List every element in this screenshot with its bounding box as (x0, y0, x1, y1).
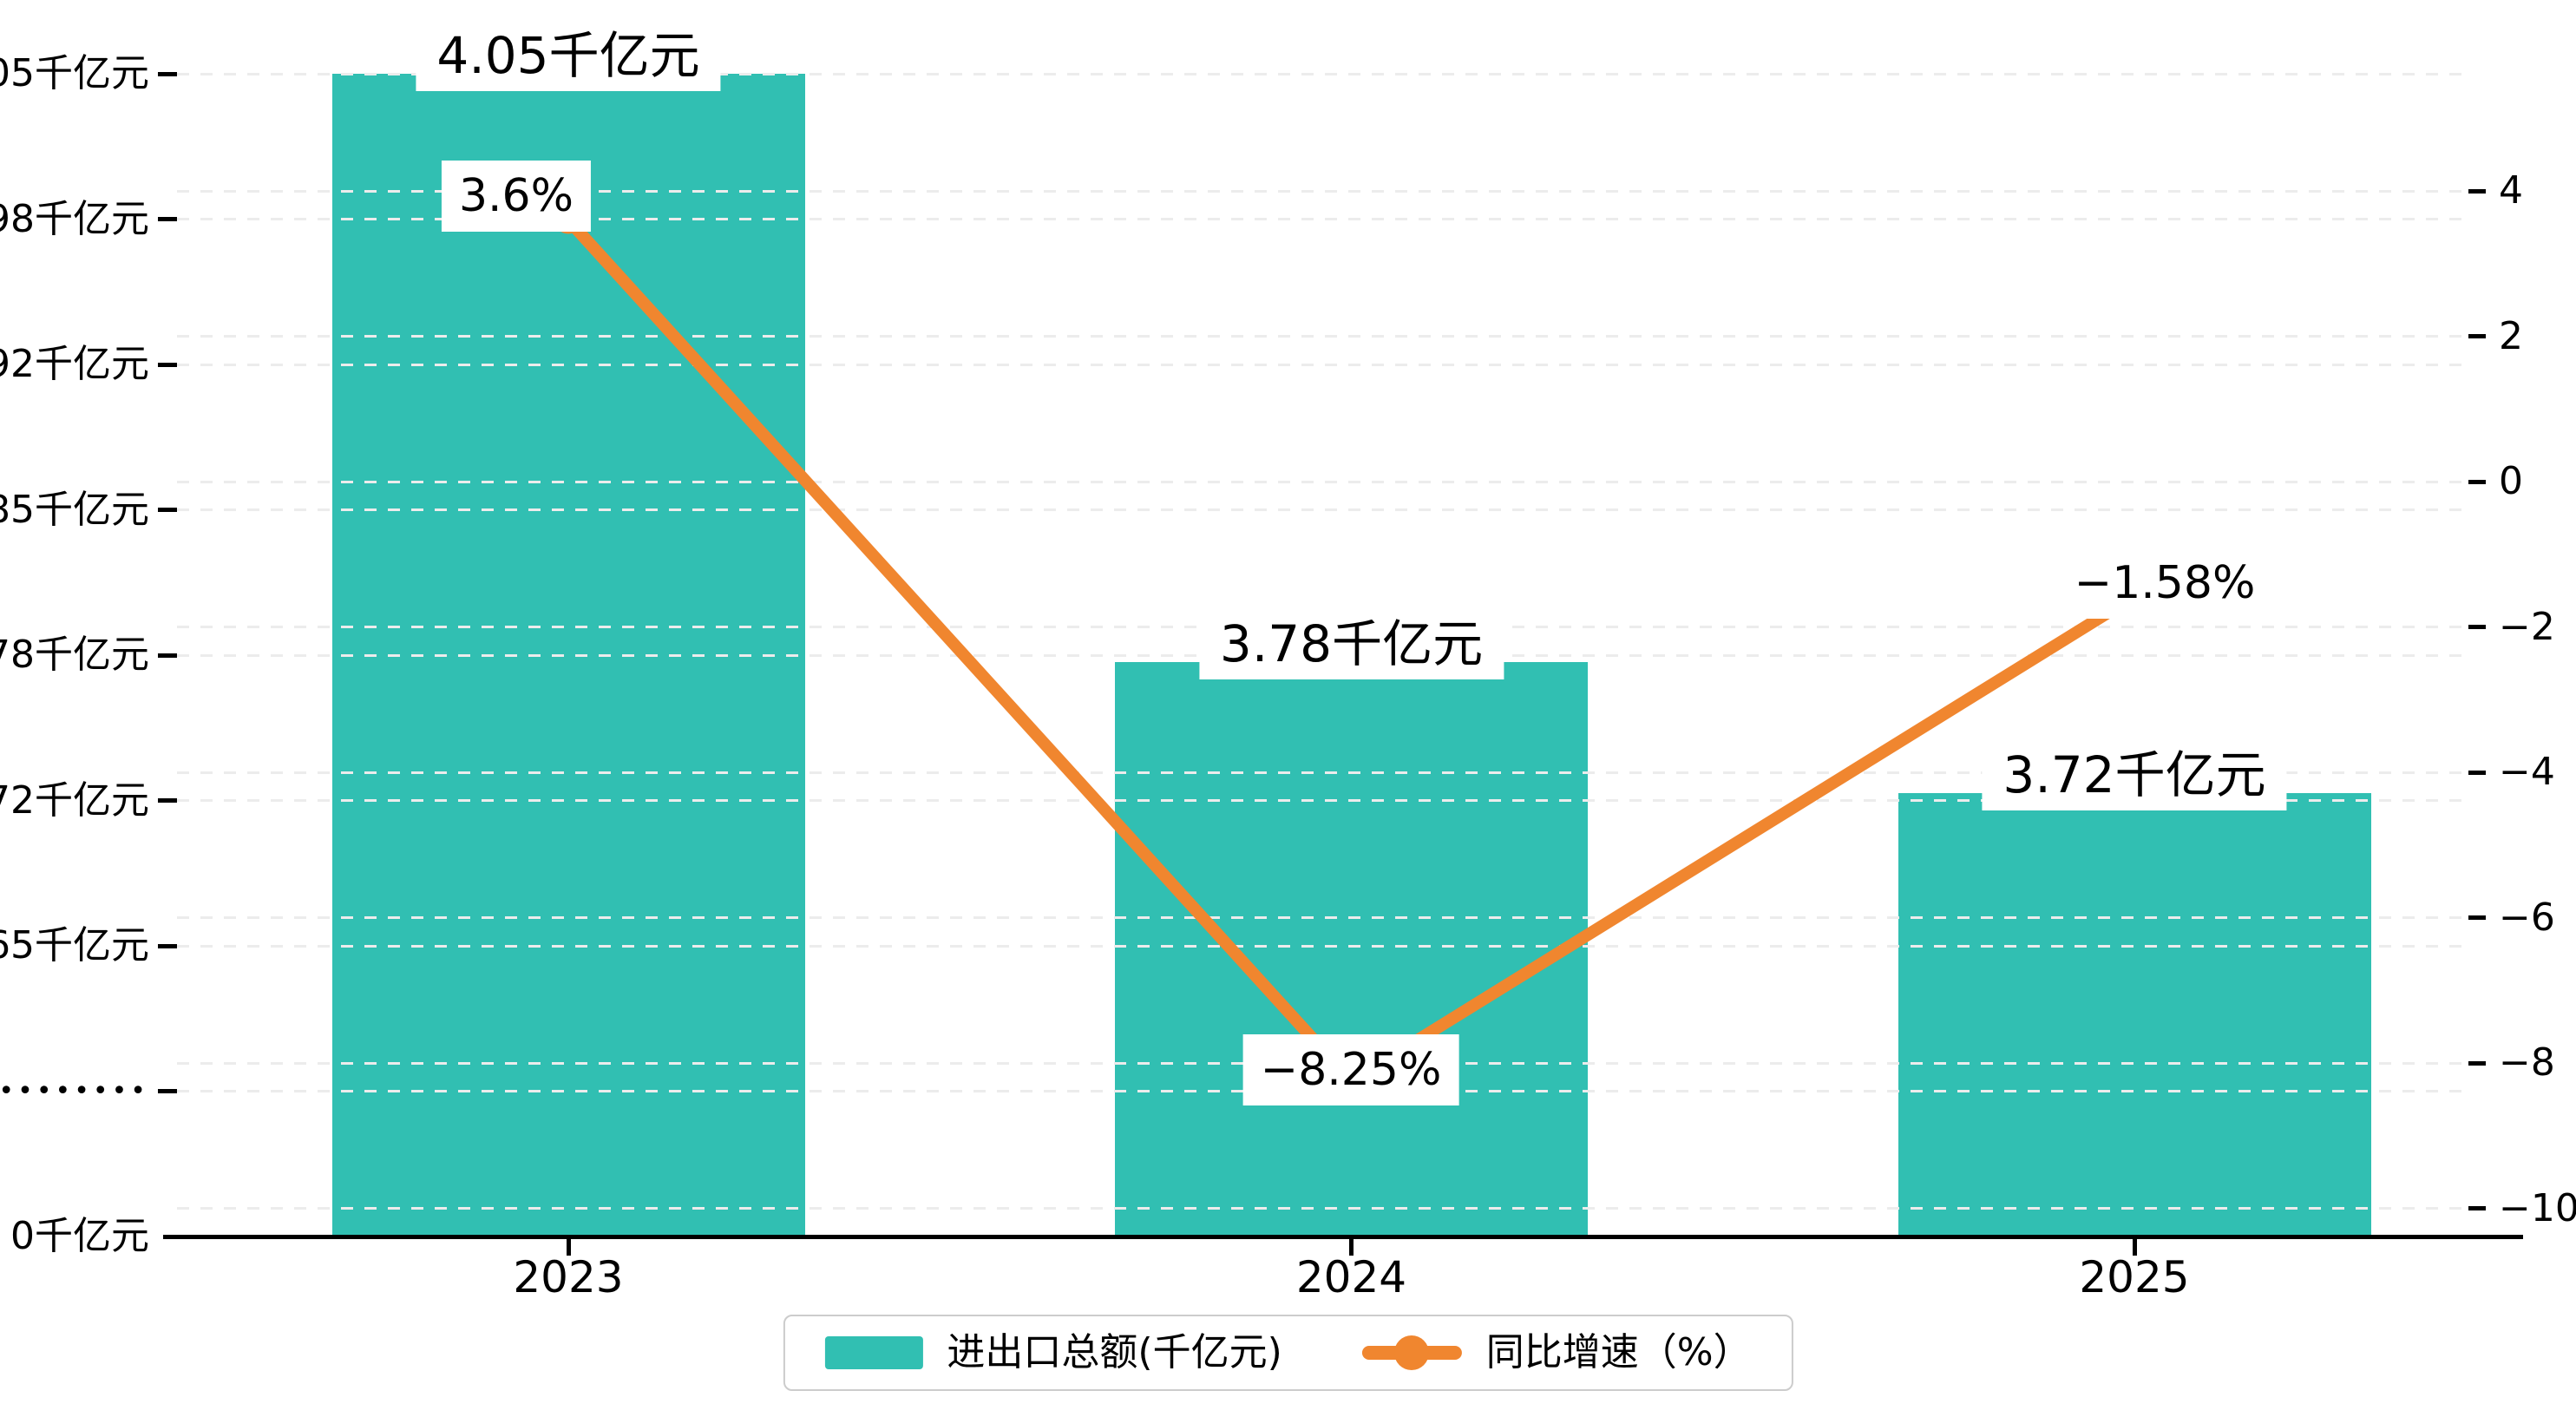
left-axis-tick (158, 362, 177, 367)
left-axis-tick (158, 508, 177, 512)
legend-label: 同比增速（%） (1485, 1330, 1752, 1374)
gridline-right-axis (177, 1207, 2467, 1210)
legend-bar-swatch-icon (824, 1336, 923, 1369)
bar-value-label-2025: 3.72千亿元 (1982, 739, 2287, 811)
right-axis-tick (2468, 770, 2486, 775)
right-axis-tick-label: −4 (2499, 750, 2555, 794)
line-value-label-2023: 3.6% (441, 161, 592, 232)
right-axis-tick-label: 4 (2499, 168, 2523, 213)
left-axis-tick (158, 653, 177, 658)
gridline-left-axis (177, 363, 2467, 366)
left-axis-tick (158, 217, 177, 221)
gridline-right-axis (177, 335, 2467, 338)
left-axis-tick-label: 3.78千亿元 (0, 633, 149, 677)
right-axis-tick (2468, 188, 2486, 194)
x-axis-label-2023: 2023 (513, 1252, 624, 1302)
right-axis-tick-label: 2 (2499, 313, 2523, 358)
legend-line-dot (1394, 1335, 1430, 1370)
bar-value-label-2023: 4.05千亿元 (416, 20, 721, 91)
gridline-right-axis (177, 771, 2467, 774)
right-axis-tick (2468, 479, 2486, 484)
left-axis-tick (158, 798, 177, 803)
x-axis-label-2024: 2024 (1295, 1252, 1407, 1302)
left-axis-tick-label: 3.92千亿元 (0, 342, 149, 386)
gridline-left-axis (177, 508, 2467, 511)
right-axis-tick-label: −10 (2499, 1185, 2576, 1230)
gridline-right-axis (177, 916, 2467, 919)
legend-line-dot-icon (1361, 1335, 1462, 1370)
left-axis-tick-label: 3.85千亿元 (0, 487, 149, 532)
right-axis-tick (2468, 1060, 2486, 1066)
legend-label: 进出口总额(千亿元) (947, 1330, 1282, 1374)
left-axis-tick-label: 4.05千亿元 (0, 51, 149, 95)
bar-2025[interactable] (1898, 793, 2371, 1237)
line-value-label-2025: −1.58% (2056, 548, 2273, 619)
gridline-left-axis (177, 799, 2467, 802)
right-axis-tick-label: −8 (2499, 1040, 2555, 1085)
gridline-left-axis (177, 944, 2467, 948)
left-axis-break-label: ••••••••• (0, 1075, 149, 1106)
left-axis-tick (158, 71, 177, 76)
right-axis-tick-label: 0 (2499, 459, 2523, 503)
legend-item-line[interactable]: 同比增速（%） (1361, 1330, 1752, 1374)
left-axis-tick-label: 3.65千亿元 (0, 923, 149, 968)
legend-item-bar[interactable]: 进出口总额(千亿元) (824, 1330, 1282, 1374)
left-axis-tick-label: 3.72千亿元 (0, 777, 149, 823)
bar-value-label-2024: 3.78千亿元 (1198, 608, 1504, 680)
left-axis-tick-label: 0千亿元 (10, 1214, 149, 1258)
left-axis-tick-label: 3.98千亿元 (0, 196, 149, 241)
bar-2024[interactable] (1115, 662, 1588, 1237)
right-axis-tick-label: −6 (2499, 895, 2555, 940)
right-axis-tick (2468, 1206, 2486, 1210)
line-value-label-2024: −8.25% (1242, 1034, 1459, 1105)
gridline-left-axis (177, 72, 2467, 75)
gridline-right-axis (177, 189, 2467, 193)
x-axis-tick (2132, 1237, 2137, 1256)
gridline-right-axis (177, 480, 2467, 483)
x-axis-line (163, 1235, 2523, 1239)
right-axis-tick (2468, 625, 2486, 629)
x-axis-tick (566, 1237, 571, 1256)
gridline-left-axis (177, 218, 2467, 220)
right-axis-tick (2468, 334, 2486, 338)
left-axis-tick (158, 1089, 177, 1093)
x-axis-label-2025: 2025 (2079, 1252, 2190, 1302)
x-axis-tick (1349, 1237, 1354, 1256)
left-axis-tick (158, 943, 177, 948)
right-axis-tick-label: −2 (2499, 604, 2555, 649)
right-axis-tick (2468, 915, 2486, 920)
legend[interactable]: 进出口总额(千亿元) 同比增速（%） (783, 1315, 1793, 1391)
